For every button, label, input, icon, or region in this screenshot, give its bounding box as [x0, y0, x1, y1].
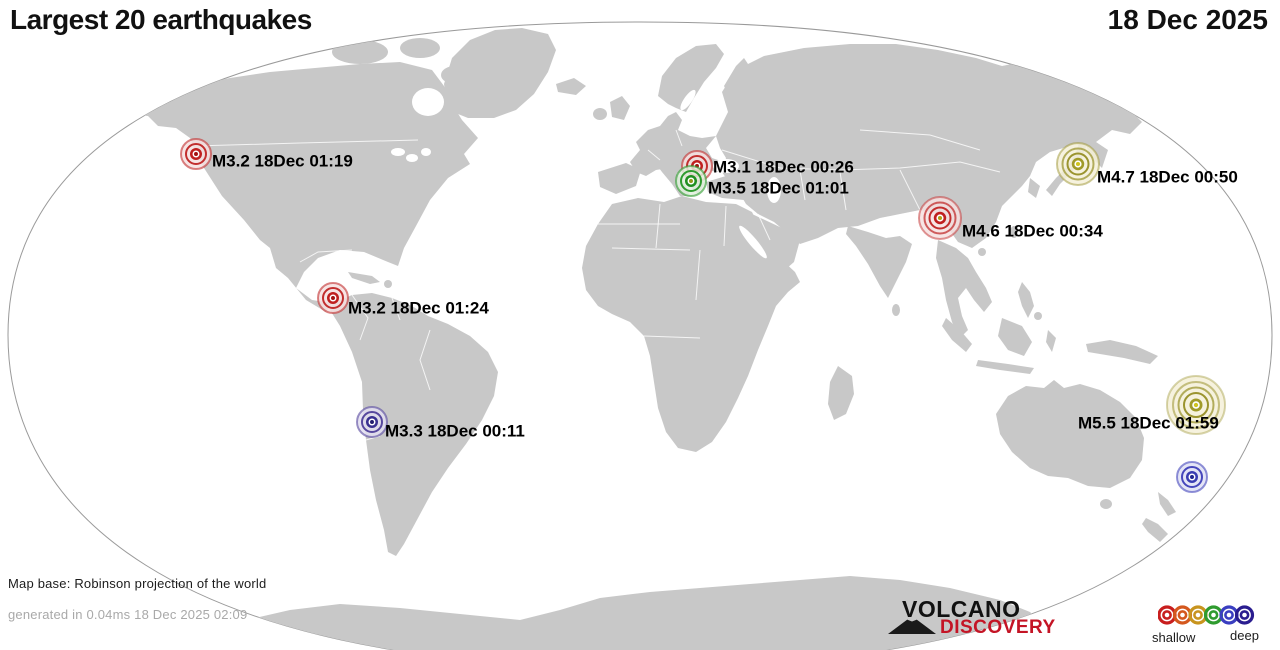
earthquake-marker-japan[interactable]: M4.7 18Dec 00:50 [1055, 141, 1238, 187]
earthquake-marker-greece-2[interactable]: M3.5 18Dec 01:01 [674, 164, 849, 198]
inland-water [391, 88, 781, 259]
legend-shallow-label: shallow [1152, 630, 1196, 645]
earthquake-label-chile-bolivia: M3.3 18Dec 00:11 [385, 421, 525, 441]
map-base-note: Map base: Robinson projection of the wor… [8, 576, 267, 591]
quake-rings-icon [1166, 375, 1226, 435]
logo-text-volcano: VOLCANO [902, 596, 1021, 622]
earthquake-label-japan: M4.7 18Dec 00:50 [1097, 167, 1238, 187]
quake-rings-icon [180, 138, 212, 170]
earthquake-marker-nz-east[interactable] [1175, 460, 1209, 494]
quake-rings-icon [356, 406, 388, 438]
earthquake-label-colombia: M3.2 18Dec 01:24 [348, 298, 489, 318]
earthquake-marker-north-of-nz[interactable]: M5.5 18Dec 01:59 [1078, 374, 1227, 436]
country-borders [194, 129, 1001, 441]
quake-rings-icon [317, 282, 349, 314]
logo-text-discovery: DISCOVERY [940, 617, 1056, 638]
quake-rings-icon [1056, 142, 1100, 186]
quake-rings-icon [675, 165, 707, 197]
page-date: 18 Dec 2025 [1107, 4, 1268, 35]
earthquake-marker-us-west-coast[interactable]: M3.2 18Dec 01:19 [179, 137, 353, 171]
earthquake-marker-myanmar[interactable]: M4.6 18Dec 00:34 [917, 195, 1103, 241]
depth-legend: shallow deep [1152, 602, 1272, 648]
earthquake-label-us-west-coast: M3.2 18Dec 01:19 [212, 151, 353, 171]
earthquake-label-north-of-nz: M5.5 18Dec 01:59 [1078, 413, 1219, 433]
quake-rings-icon [918, 196, 962, 240]
volcano-discovery-logo[interactable]: VOLCANO DISCOVERY [888, 596, 1055, 644]
page-title: Largest 20 earthquakes [10, 4, 312, 35]
earthquake-marker-colombia[interactable]: M3.2 18Dec 01:24 [316, 281, 489, 317]
legend-deep-label: deep [1230, 628, 1259, 643]
depth-legend-rings-icon [1158, 605, 1255, 625]
earthquake-label-greece-2: M3.5 18Dec 01:01 [708, 178, 849, 198]
quake-rings-icon [1176, 461, 1208, 493]
earthquake-marker-chile-bolivia[interactable]: M3.3 18Dec 00:11 [355, 405, 525, 440]
earthquake-label-greece-1: M3.1 18Dec 00:26 [713, 157, 854, 177]
generated-note: generated in 0.04ms 18 Dec 2025 02:09 [8, 607, 248, 622]
earthquake-label-myanmar: M4.6 18Dec 00:34 [962, 221, 1103, 241]
